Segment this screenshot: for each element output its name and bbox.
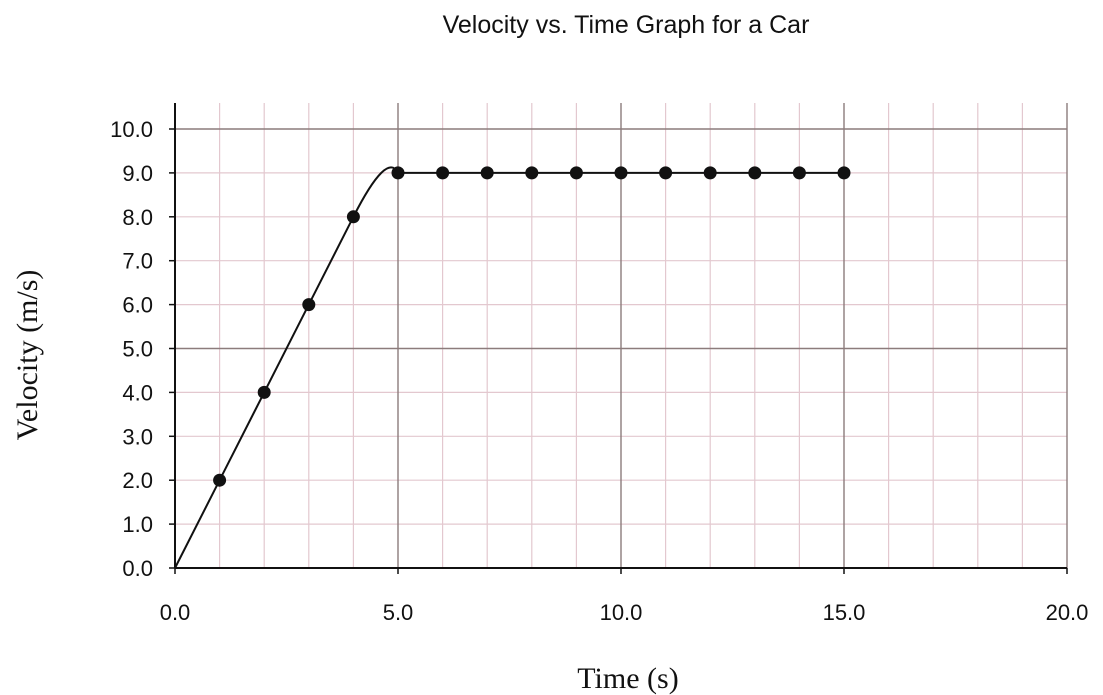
velocity-curve <box>174 166 844 569</box>
data-point <box>703 166 717 180</box>
data-point <box>748 166 762 180</box>
x-tick-label: 5.0 <box>383 600 414 625</box>
data-point <box>213 473 227 487</box>
chart-title: Velocity vs. Time Graph for a Car <box>443 11 810 39</box>
data-point <box>391 166 405 180</box>
y-tick-label: 8.0 <box>122 205 153 230</box>
x-tick-label: 10.0 <box>600 600 643 625</box>
data-point <box>436 166 450 180</box>
y-tick-label: 4.0 <box>122 380 153 405</box>
y-tick-label: 1.0 <box>122 512 153 537</box>
data-point <box>302 298 316 312</box>
axes <box>169 103 1068 574</box>
data-point <box>257 385 271 399</box>
y-tick-label: 3.0 <box>122 424 153 449</box>
data-point <box>659 166 673 180</box>
x-tick-label: 20.0 <box>1046 600 1089 625</box>
data-points <box>213 166 851 487</box>
x-tick-label: 15.0 <box>823 600 866 625</box>
y-tick-label: 6.0 <box>122 293 153 318</box>
x-tick-labels: 0.0 5.0 10.0 15.0 20.0 <box>160 600 1089 625</box>
y-axis-label: Velocity (m/s) <box>11 270 44 441</box>
y-tick-labels: 0.0 1.0 2.0 3.0 4.0 5.0 6.0 7.0 8.0 9.0 10.0 <box>110 117 153 581</box>
data-point <box>614 166 628 180</box>
x-tick-label: 0.0 <box>160 600 191 625</box>
y-tick-label: 7.0 <box>122 249 153 274</box>
y-tick-label: 0.0 <box>122 556 153 581</box>
data-point <box>837 166 851 180</box>
y-tick-label: 10.0 <box>110 117 153 142</box>
y-tick-label: 2.0 <box>122 468 153 493</box>
data-point <box>792 166 806 180</box>
data-point <box>525 166 539 180</box>
y-tick-label: 9.0 <box>122 161 153 186</box>
y-tick-label: 5.0 <box>122 337 153 362</box>
data-point <box>346 210 360 224</box>
x-axis-label: Time (s) <box>577 662 678 695</box>
data-point <box>480 166 494 180</box>
data-point <box>569 166 583 180</box>
major-grid <box>175 103 1068 568</box>
